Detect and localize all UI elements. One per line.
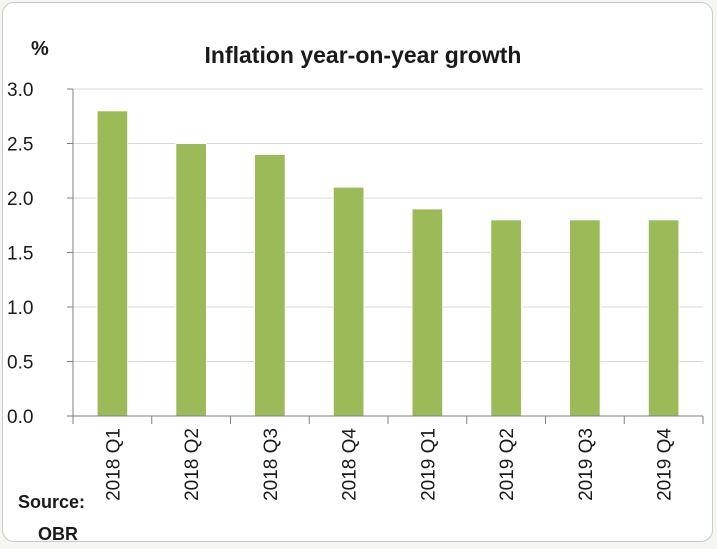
- x-tick-label: 2019 Q3: [576, 428, 597, 501]
- x-tick-label: 2018 Q4: [340, 428, 361, 501]
- x-tick-label: 2019 Q4: [655, 428, 676, 501]
- x-tick-label: 2018 Q1: [103, 428, 124, 501]
- grid-layer: [73, 88, 703, 362]
- x-tick-label: 2018 Q3: [261, 428, 282, 501]
- x-tick-label: 2019 Q2: [497, 428, 518, 501]
- source-label: Source:: [18, 492, 85, 512]
- bar: [332, 186, 365, 417]
- chart-frame: 0.0 0.5 1.0 1.5 2.0 2.5 3.0 2018 Q1 2018 Q2 2018 …: [2, 2, 713, 544]
- y-tick-label: 1.0: [7, 298, 33, 319]
- x-tick-label: 2019 Q1: [418, 428, 439, 501]
- bar: [254, 153, 286, 417]
- y-tick-label: 2.0: [7, 189, 33, 210]
- bar: [411, 208, 444, 417]
- label-layer: 0.0 0.5 1.0 1.5 2.0 2.5 3.0 2018 Q1 2018 Q2 2018 …: [7, 80, 676, 501]
- y-tick-label: 0.5: [7, 353, 33, 374]
- y-axis-unit-label: %: [31, 38, 49, 60]
- y-tick-label: 0.0: [7, 407, 33, 428]
- bar-layer: [96, 110, 680, 417]
- bar: [175, 143, 207, 417]
- y-tick-label: 1.5: [7, 244, 33, 265]
- bar-chart: 0.0 0.5 1.0 1.5 2.0 2.5 3.0 2018 Q1 2018 Q2 2018 …: [7, 38, 704, 544]
- y-tick-label: 2.5: [7, 135, 33, 156]
- y-tick-label: 3.0: [7, 80, 33, 101]
- bar: [647, 219, 680, 417]
- bar: [569, 219, 601, 417]
- source-name: OBR: [38, 524, 78, 544]
- bar: [96, 110, 129, 417]
- chart-title: Inflation year-on-year growth: [205, 42, 522, 68]
- axis-layer: [67, 88, 704, 424]
- x-tick-label: 2018 Q2: [182, 428, 203, 501]
- bar: [490, 219, 522, 417]
